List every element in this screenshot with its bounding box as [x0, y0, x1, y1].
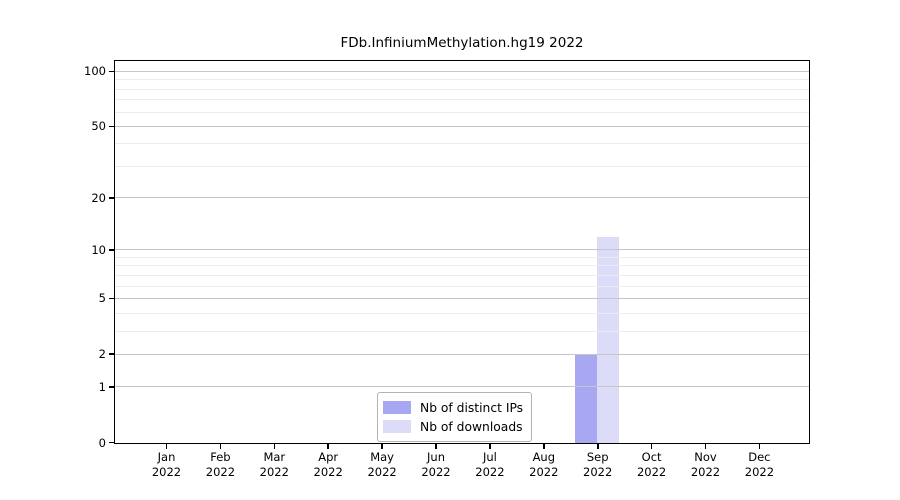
x-tick-mark-apr [327, 444, 329, 449]
y-tick-label-50: 50 [91, 119, 106, 134]
x-tick-label-apr: Apr 2022 [296, 450, 360, 480]
x-tick-label-sep: Sep 2022 [566, 450, 630, 480]
plot-area: Nb of distinct IPs Nb of downloads [114, 60, 810, 444]
x-tick-year: 2022 [583, 465, 613, 479]
x-tick-label-jan: Jan 2022 [135, 450, 199, 480]
chart-title: FDb.InfiniumMethylation.hg19 2022 [340, 35, 584, 51]
x-tick-mark-oct [650, 444, 653, 449]
x-tick-month: Mar [263, 450, 286, 464]
y-tick-mark-2 [109, 353, 114, 355]
x-tick-mark-jun [435, 444, 437, 449]
x-tick-mark-may [381, 444, 383, 449]
x-tick-label-may: May 2022 [350, 450, 414, 480]
x-tick-month: Sep [586, 450, 609, 464]
minor-gridline-6 [115, 285, 809, 287]
x-tick-label-aug: Aug 2022 [512, 450, 576, 480]
minor-gridline-8 [115, 265, 809, 267]
legend-label-downloads: Nb of downloads [420, 419, 523, 434]
y-tick-label-10: 10 [91, 242, 106, 257]
x-tick-mark-jan [165, 444, 168, 449]
x-tick-mark-mar [273, 444, 276, 449]
x-tick-mark-feb [219, 444, 222, 449]
x-tick-year: 2022 [421, 465, 451, 479]
x-tick-mark-nov [704, 444, 707, 449]
x-tick-mark-sep [597, 444, 599, 449]
major-gridline-5 [115, 297, 809, 299]
x-tick-label-feb: Feb 2022 [188, 450, 252, 480]
minor-gridline-60 [115, 111, 809, 113]
minor-gridline-7 [115, 274, 809, 276]
x-tick-mark-jul [489, 444, 491, 449]
major-gridline-100 [115, 70, 809, 72]
x-tick-month: Jan [157, 450, 176, 464]
x-tick-month: Nov [694, 450, 717, 464]
y-tick-mark-0 [109, 441, 114, 444]
y-tick-mark-20 [109, 197, 114, 199]
major-gridline-20 [115, 197, 809, 199]
x-tick-year: 2022 [475, 465, 505, 479]
legend-item-distinct-ips: Nb of distinct IPs [383, 398, 523, 417]
x-tick-mark-aug [543, 444, 545, 449]
x-tick-year: 2022 [259, 465, 289, 479]
x-tick-month: Jun [427, 450, 445, 464]
y-tick-label-1: 1 [98, 379, 106, 394]
x-tick-year: 2022 [205, 465, 236, 479]
legend-swatch-downloads-icon [383, 420, 411, 433]
x-tick-year: 2022 [529, 465, 559, 479]
x-tick-mark-dec [758, 444, 761, 449]
x-tick-label-nov: Nov 2022 [674, 450, 738, 480]
minor-gridline-9 [115, 256, 809, 258]
bar-nb-of-distinct-ips-sep [575, 354, 598, 443]
x-tick-year: 2022 [367, 465, 397, 479]
legend-swatch-distinct-ips-icon [383, 401, 411, 414]
x-tick-month: Apr [318, 450, 339, 464]
legend: Nb of distinct IPs Nb of downloads [377, 392, 533, 442]
y-tick-mark-100 [109, 70, 114, 73]
minor-gridline-90 [115, 79, 809, 81]
x-tick-year: 2022 [636, 465, 667, 479]
y-tick-label-0: 0 [98, 435, 106, 450]
x-tick-label-jun: Jun 2022 [404, 450, 468, 480]
major-gridline-2 [115, 353, 809, 355]
y-tick-label-5: 5 [98, 291, 106, 306]
x-tick-label-dec: Dec 2022 [727, 450, 791, 480]
x-tick-month: Dec [748, 450, 771, 464]
x-tick-month: Feb [210, 450, 231, 464]
minor-gridline-3 [115, 330, 809, 332]
x-tick-year: 2022 [744, 465, 775, 479]
legend-label-distinct-ips: Nb of distinct IPs [420, 400, 524, 415]
x-tick-label-oct: Oct 2022 [620, 450, 684, 480]
x-tick-year: 2022 [313, 465, 343, 479]
minor-gridline-30 [115, 165, 809, 167]
y-tick-label-2: 2 [98, 347, 106, 362]
y-tick-mark-50 [109, 125, 114, 128]
x-tick-label-mar: Mar 2022 [242, 450, 306, 480]
major-gridline-10 [115, 249, 809, 251]
x-tick-month: Aug [532, 450, 556, 464]
y-tick-mark-10 [109, 249, 114, 251]
y-tick-mark-5 [109, 297, 114, 300]
x-tick-year: 2022 [151, 465, 182, 479]
y-tick-mark-1 [109, 386, 114, 388]
minor-gridline-40 [115, 143, 809, 145]
minor-gridline-4 [115, 312, 809, 314]
bar-nb-of-downloads-sep [597, 236, 620, 443]
x-tick-year: 2022 [690, 465, 721, 479]
minor-gridline-70 [115, 99, 809, 101]
x-tick-label-jul: Jul 2022 [458, 450, 522, 480]
minor-gridline-80 [115, 88, 809, 90]
major-gridline-50 [115, 125, 809, 127]
legend-item-downloads: Nb of downloads [383, 417, 523, 436]
y-tick-label-20: 20 [91, 190, 106, 205]
x-tick-month: May [370, 450, 394, 464]
x-tick-month: Jul [482, 450, 497, 464]
x-tick-month: Oct [641, 450, 662, 464]
y-tick-label-100: 100 [84, 64, 106, 79]
major-gridline-1 [115, 386, 809, 388]
